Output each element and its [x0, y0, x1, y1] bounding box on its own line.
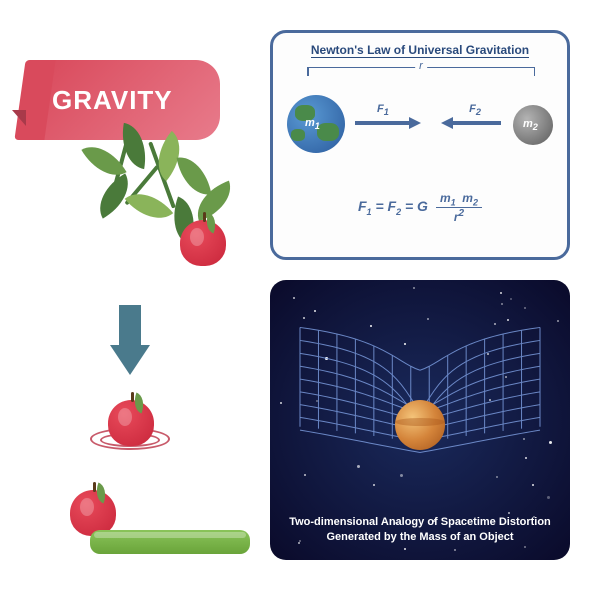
table-surface — [90, 530, 250, 554]
apple-on-tree — [180, 220, 226, 266]
force-arrow-f1 — [355, 121, 411, 125]
force-arrow-f2 — [451, 121, 501, 125]
f1-label: F1 — [377, 103, 389, 117]
title-text: GRAVITY — [52, 85, 173, 116]
planet-icon — [395, 400, 445, 450]
f2-label: F2 — [469, 103, 481, 117]
apple-branch — [80, 130, 240, 270]
spacetime-grid — [290, 304, 550, 484]
newton-diagram: r m1 m2 F1 F2 — [283, 63, 557, 183]
spacetime-caption: Two-dimensional Analogy of Spacetime Dis… — [284, 515, 556, 544]
newton-law-panel: Newton's Law of Universal Gravitation r … — [270, 30, 570, 260]
title-fold — [12, 110, 26, 126]
newton-title: Newton's Law of Universal Gravitation — [283, 43, 557, 57]
m1-label: m1 — [305, 117, 320, 131]
leaf-icon — [177, 153, 212, 199]
spacetime-panel: Two-dimensional Analogy of Spacetime Dis… — [270, 280, 570, 560]
apple-falling — [108, 400, 154, 446]
gravitation-formula: F1 = F2 = G m1 m2 r2 — [283, 191, 557, 224]
earth-icon: m1 — [287, 95, 345, 153]
arrow-head — [110, 345, 150, 375]
gravity-illustration-panel: GRAVITY — [30, 30, 260, 570]
infographic-container: GRAVITY — [0, 0, 600, 600]
distance-bracket: r — [307, 67, 535, 81]
gravity-arrow-down — [110, 305, 150, 375]
m2-label: m2 — [523, 118, 538, 132]
caption-line-1: Two-dimensional Analogy of Spacetime Dis… — [284, 515, 556, 529]
arrow-body — [119, 305, 141, 345]
caption-line-2: Generated by the Mass of an Object — [284, 530, 556, 544]
r-label: r — [415, 60, 427, 72]
moon-icon: m2 — [513, 105, 553, 145]
